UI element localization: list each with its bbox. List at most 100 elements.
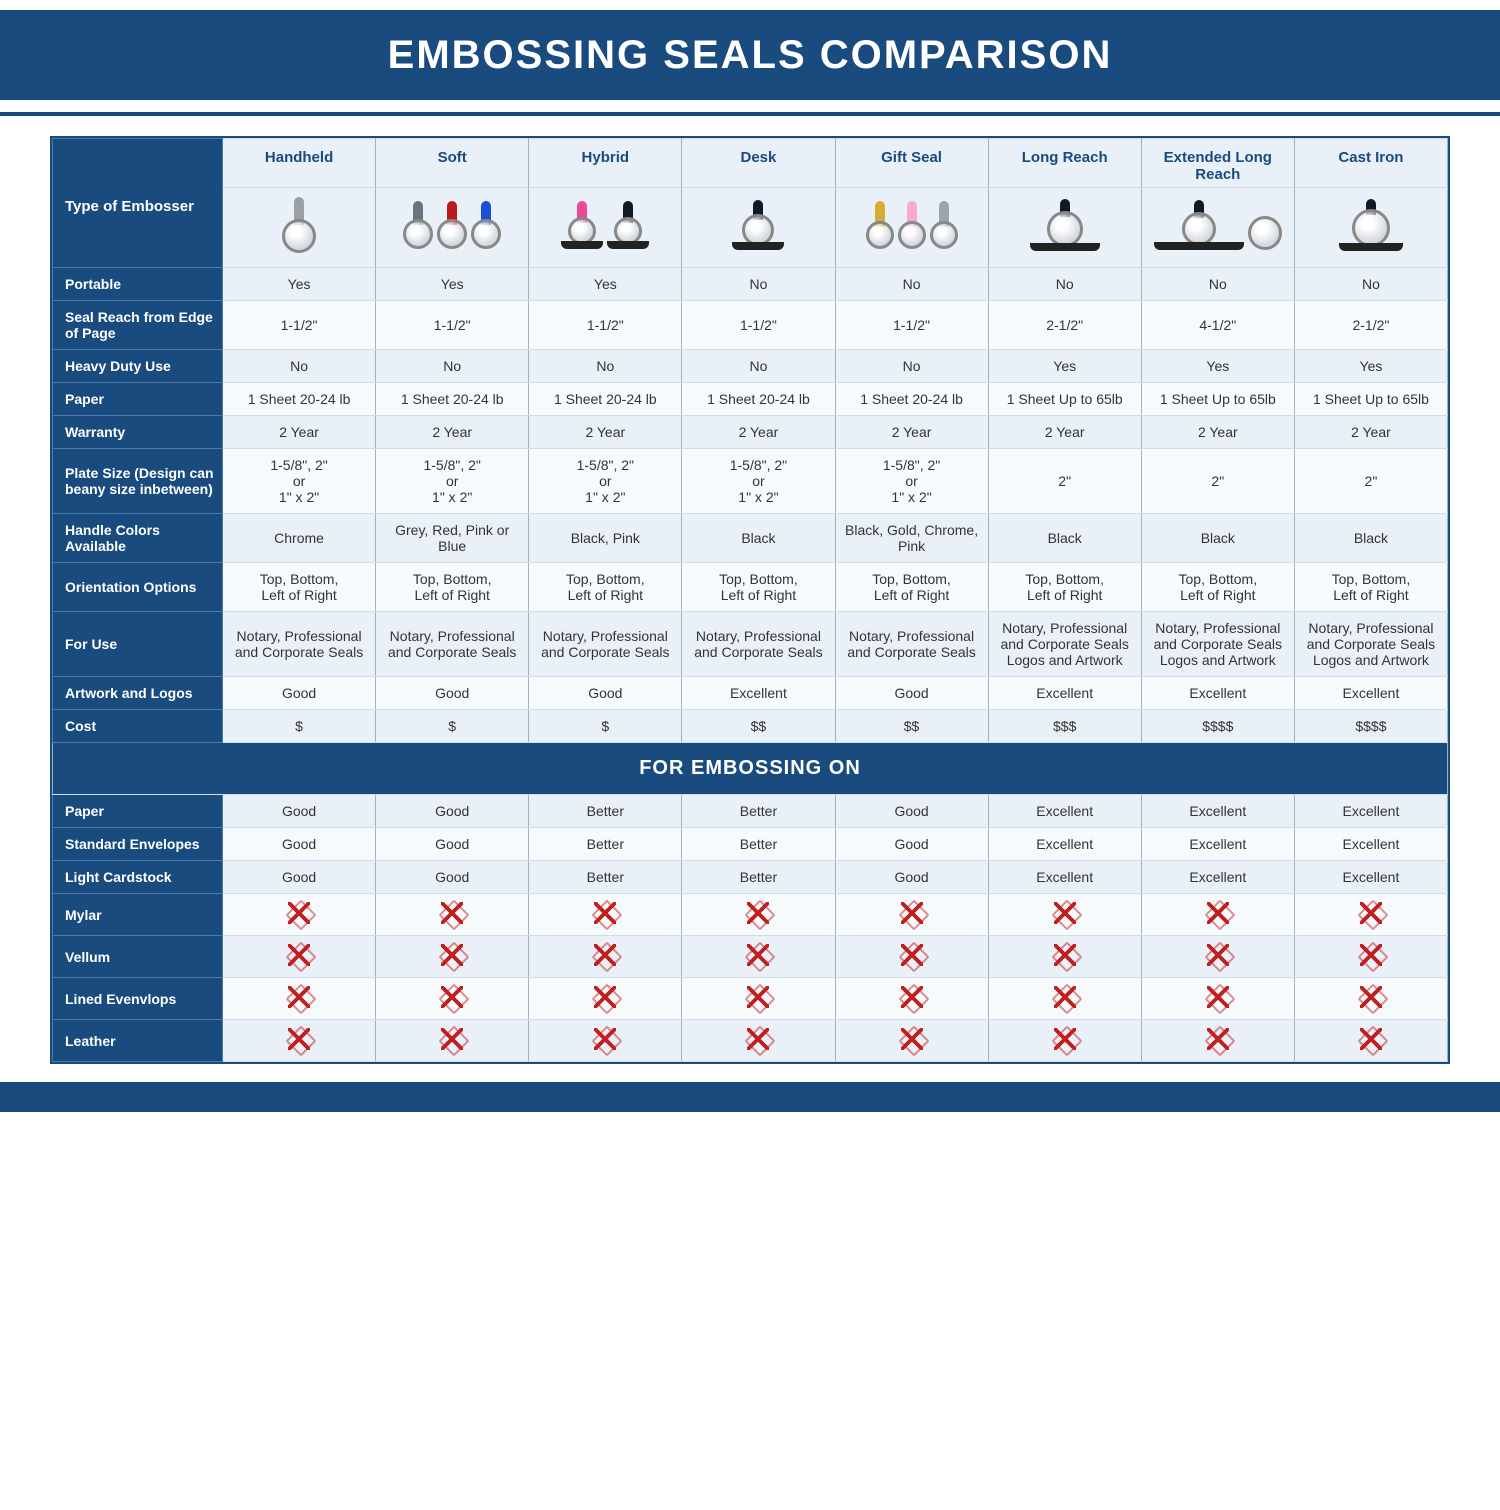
table-cell bbox=[1141, 1020, 1294, 1062]
table-cell: Better bbox=[682, 828, 835, 861]
table-cell: Black bbox=[988, 514, 1141, 563]
table-cell bbox=[1294, 978, 1447, 1020]
table-cell: Good bbox=[223, 828, 376, 861]
table-cell: No bbox=[376, 350, 529, 383]
table-cell: Notary, Professional and Corporate Seals… bbox=[1141, 612, 1294, 677]
table-cell: Notary, Professional and Corporate Seals bbox=[223, 612, 376, 677]
table-cell: Good bbox=[835, 795, 988, 828]
table-cell: Better bbox=[529, 795, 682, 828]
table-row: Seal Reach from Edge of Page1-1/2"1-1/2"… bbox=[53, 301, 1448, 350]
embosser-icon-cell bbox=[988, 188, 1141, 268]
table-cell: 1 Sheet Up to 65lb bbox=[988, 383, 1141, 416]
table-cell: Notary, Professional and Corporate Seals bbox=[529, 612, 682, 677]
table-cell bbox=[988, 1020, 1141, 1062]
row-label: Orientation Options bbox=[53, 563, 223, 612]
table-cell bbox=[223, 894, 376, 936]
row-label: Warranty bbox=[53, 416, 223, 449]
table-cell bbox=[682, 978, 835, 1020]
table-cell: Good bbox=[376, 861, 529, 894]
table-cell: 1-1/2" bbox=[682, 301, 835, 350]
page-title-bar: EMBOSSING SEALS COMPARISON bbox=[0, 10, 1500, 100]
table-cell: Top, Bottom, Left of Right bbox=[529, 563, 682, 612]
not-supported-icon bbox=[901, 902, 923, 924]
table-cell bbox=[376, 1020, 529, 1062]
table-cell bbox=[682, 1020, 835, 1062]
table-cell: Excellent bbox=[682, 677, 835, 710]
not-supported-icon bbox=[1054, 944, 1076, 966]
table-cell: Notary, Professional and Corporate Seals… bbox=[1294, 612, 1447, 677]
table-cell: Yes bbox=[1294, 350, 1447, 383]
table-cell bbox=[223, 978, 376, 1020]
table-cell: $ bbox=[223, 710, 376, 743]
row-label: Leather bbox=[53, 1020, 223, 1062]
table-cell: Excellent bbox=[988, 677, 1141, 710]
table-cell: Excellent bbox=[1294, 677, 1447, 710]
row-label: Artwork and Logos bbox=[53, 677, 223, 710]
table-cell bbox=[682, 894, 835, 936]
table-cell: Top, Bottom, Left of Right bbox=[1294, 563, 1447, 612]
table-row: Leather bbox=[53, 1020, 1448, 1062]
table-cell bbox=[835, 1020, 988, 1062]
table-cell: 1 Sheet 20-24 lb bbox=[223, 383, 376, 416]
table-cell: 1-1/2" bbox=[529, 301, 682, 350]
not-supported-icon bbox=[441, 944, 463, 966]
table-row: Vellum bbox=[53, 936, 1448, 978]
embosser-icon bbox=[282, 197, 316, 253]
not-supported-icon bbox=[747, 1028, 769, 1050]
column-header: Hybrid bbox=[529, 139, 682, 188]
table-cell bbox=[1294, 936, 1447, 978]
row-label: Paper bbox=[53, 383, 223, 416]
table-cell: Good bbox=[223, 861, 376, 894]
table-cell bbox=[529, 936, 682, 978]
table-row: For UseNotary, Professional and Corporat… bbox=[53, 612, 1448, 677]
table-cell: 2 Year bbox=[835, 416, 988, 449]
table-cell bbox=[223, 936, 376, 978]
section-header-row: FOR EMBOSSING ON bbox=[53, 743, 1448, 795]
table-cell: 1-5/8", 2" or 1" x 2" bbox=[376, 449, 529, 514]
table-cell: No bbox=[835, 268, 988, 301]
table-cell: $$$$ bbox=[1141, 710, 1294, 743]
embosser-icon bbox=[403, 201, 433, 249]
table-cell bbox=[835, 936, 988, 978]
comparison-table: Type of EmbosserHandheldSoftHybridDeskGi… bbox=[52, 138, 1448, 1062]
table-cell: Good bbox=[529, 677, 682, 710]
table-cell: 2 Year bbox=[988, 416, 1141, 449]
table-cell bbox=[529, 1020, 682, 1062]
table-cell: $$ bbox=[682, 710, 835, 743]
table-cell bbox=[1294, 894, 1447, 936]
embosser-icon bbox=[1339, 199, 1403, 251]
comparison-table-wrap: Type of EmbosserHandheldSoftHybridDeskGi… bbox=[50, 136, 1450, 1064]
not-supported-icon bbox=[1054, 902, 1076, 924]
table-cell: No bbox=[223, 350, 376, 383]
table-cell: Good bbox=[376, 828, 529, 861]
not-supported-icon bbox=[1207, 1028, 1229, 1050]
table-cell: 2 Year bbox=[376, 416, 529, 449]
table-cell: Black bbox=[1294, 514, 1447, 563]
table-cell: Yes bbox=[1141, 350, 1294, 383]
table-cell: 2-1/2" bbox=[988, 301, 1141, 350]
table-cell: No bbox=[835, 350, 988, 383]
column-header-row: Type of EmbosserHandheldSoftHybridDeskGi… bbox=[53, 139, 1448, 188]
table-cell: Chrome bbox=[223, 514, 376, 563]
not-supported-icon bbox=[1207, 902, 1229, 924]
not-supported-icon bbox=[901, 944, 923, 966]
column-header: Long Reach bbox=[988, 139, 1141, 188]
embosser-icon-cell bbox=[835, 188, 988, 268]
table-cell: Excellent bbox=[988, 828, 1141, 861]
table-cell: 2-1/2" bbox=[1294, 301, 1447, 350]
table-cell: No bbox=[682, 268, 835, 301]
table-cell: Excellent bbox=[1141, 861, 1294, 894]
table-cell: Excellent bbox=[1294, 828, 1447, 861]
row-label: Mylar bbox=[53, 894, 223, 936]
table-row: Cost$$$$$$$$$$$$$$$$$$ bbox=[53, 710, 1448, 743]
table-cell: $ bbox=[376, 710, 529, 743]
embosser-icon bbox=[1248, 222, 1282, 250]
not-supported-icon bbox=[747, 944, 769, 966]
table-cell: Excellent bbox=[1141, 795, 1294, 828]
table-cell: Yes bbox=[223, 268, 376, 301]
embosser-icon bbox=[561, 201, 603, 249]
embosser-icon bbox=[732, 200, 784, 250]
table-cell: Top, Bottom, Left of Right bbox=[835, 563, 988, 612]
embosser-icon-cell bbox=[1294, 188, 1447, 268]
section-title: FOR EMBOSSING ON bbox=[53, 743, 1448, 795]
